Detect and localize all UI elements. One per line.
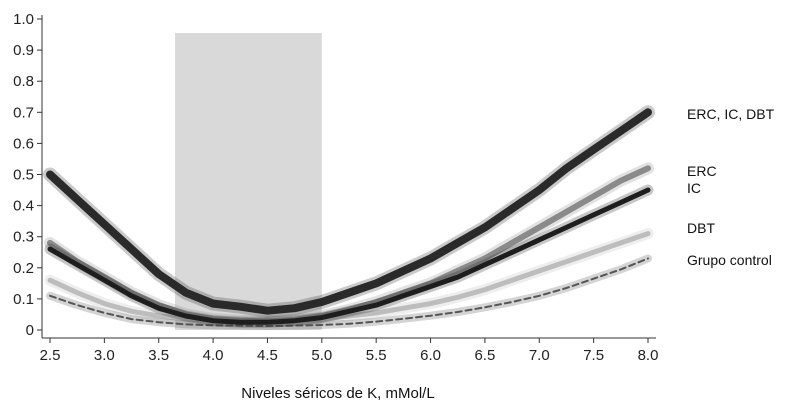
- axes-layer: 0 0.1 0.2 0.3 0.4 0.5 0.6 0.7 0.8 0.9 1.0 2.5 3.0 3.5…: [13, 11, 658, 364]
- x-tick-label: 3.0: [94, 347, 115, 364]
- x-axis-title: Niveles séricos de K, mMol/L: [241, 385, 434, 402]
- normal-range-band: [175, 32, 322, 331]
- x-tick-label: 6.0: [420, 347, 441, 364]
- y-tick-label: 0.3: [13, 229, 34, 246]
- legend-label: IC: [687, 180, 701, 196]
- y-tick-label: 0.6: [13, 135, 34, 152]
- x-tick-label: 5.5: [366, 347, 387, 364]
- x-tick-label: 6.5: [474, 347, 495, 364]
- y-tick-label: 0.4: [13, 198, 34, 215]
- series-line-0: [46, 108, 652, 315]
- series-line-3: [47, 231, 651, 325]
- y-tick-label: 0.2: [13, 260, 34, 277]
- x-tick-label: 8.0: [638, 347, 659, 364]
- x-tick-label: 2.5: [40, 347, 61, 364]
- y-tick-label: 0.9: [13, 42, 34, 59]
- legend-label: Grupo control: [687, 252, 772, 268]
- series-layer: [43, 105, 655, 330]
- legend-label: ERC, IC, DBT: [687, 106, 775, 122]
- y-tick-label: 0.1: [13, 291, 34, 308]
- shade-layer: [175, 32, 322, 331]
- y-tick-label: 0.5: [13, 167, 34, 184]
- y-tick-label: 0: [26, 322, 34, 339]
- x-tick-label: 4.0: [203, 347, 224, 364]
- y-tick-label: 1.0: [13, 11, 34, 28]
- series-line-4: [49, 257, 649, 327]
- x-tick-label: 5.0: [311, 347, 332, 364]
- x-tick-label: 7.5: [583, 347, 604, 364]
- series-line-2: [47, 187, 651, 325]
- x-tick-label: 7.0: [529, 347, 550, 364]
- legend-label: DBT: [687, 220, 715, 236]
- y-tick-label: 0.7: [13, 104, 34, 121]
- x-tick-label: 3.5: [148, 347, 169, 364]
- x-tick-label: 4.5: [257, 347, 278, 364]
- legend-label: ERC: [687, 163, 717, 179]
- y-tick-label: 0.8: [13, 73, 34, 90]
